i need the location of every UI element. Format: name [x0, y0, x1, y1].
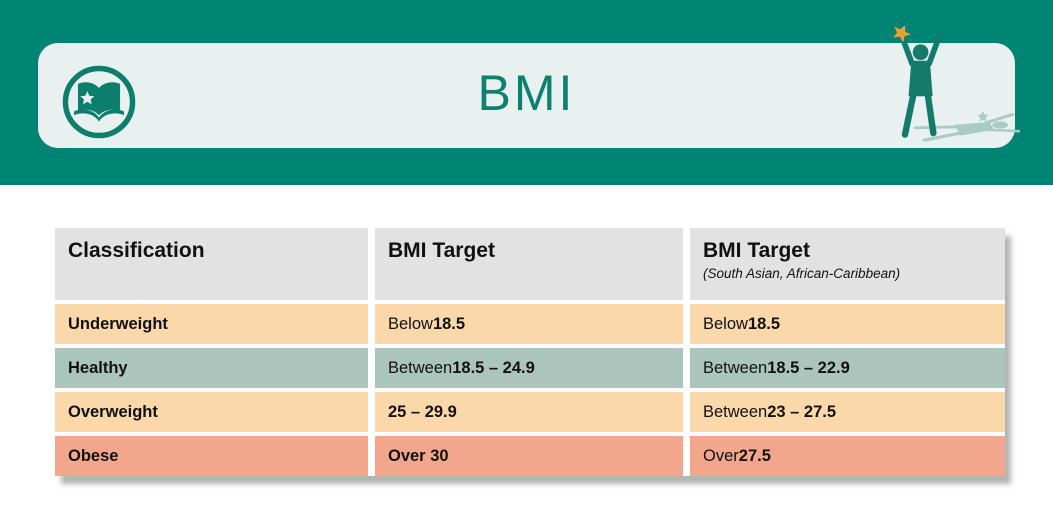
column-header-bmi-target-sa: BMI Target (South Asian, African-Caribbe… — [690, 228, 1005, 300]
star-icon — [892, 26, 911, 43]
bmi-target-sa-cell: Between 18.5 – 22.9 — [690, 348, 1005, 388]
open-book-star-icon — [62, 65, 136, 139]
title-panel — [38, 43, 1015, 148]
classification-cell: Healthy — [55, 348, 368, 388]
bmi-target-sa-cell: Over 27.5 — [690, 436, 1005, 476]
person-reaching-star-icon — [892, 26, 1020, 148]
bmi-target-cell: 25 – 29.9 — [375, 392, 683, 432]
classification-cell: Obese — [55, 436, 368, 476]
page-title: BMI — [477, 65, 576, 121]
bmi-table: Classification BMI Target BMI Target (So… — [55, 228, 1005, 476]
classification-cell: Underweight — [55, 304, 368, 344]
bmi-target-cell: Below 18.5 — [375, 304, 683, 344]
column-header-bmi-target: BMI Target — [375, 228, 683, 300]
classification-cell: Overweight — [55, 392, 368, 432]
bmi-target-sa-cell: Below 18.5 — [690, 304, 1005, 344]
column-header-classification: Classification — [55, 228, 368, 300]
bmi-target-cell: Over 30 — [375, 436, 683, 476]
bmi-target-cell: Between 18.5 – 24.9 — [375, 348, 683, 388]
bmi-target-sa-cell: Between 23 – 27.5 — [690, 392, 1005, 432]
banner: BMI — [0, 0, 1053, 185]
